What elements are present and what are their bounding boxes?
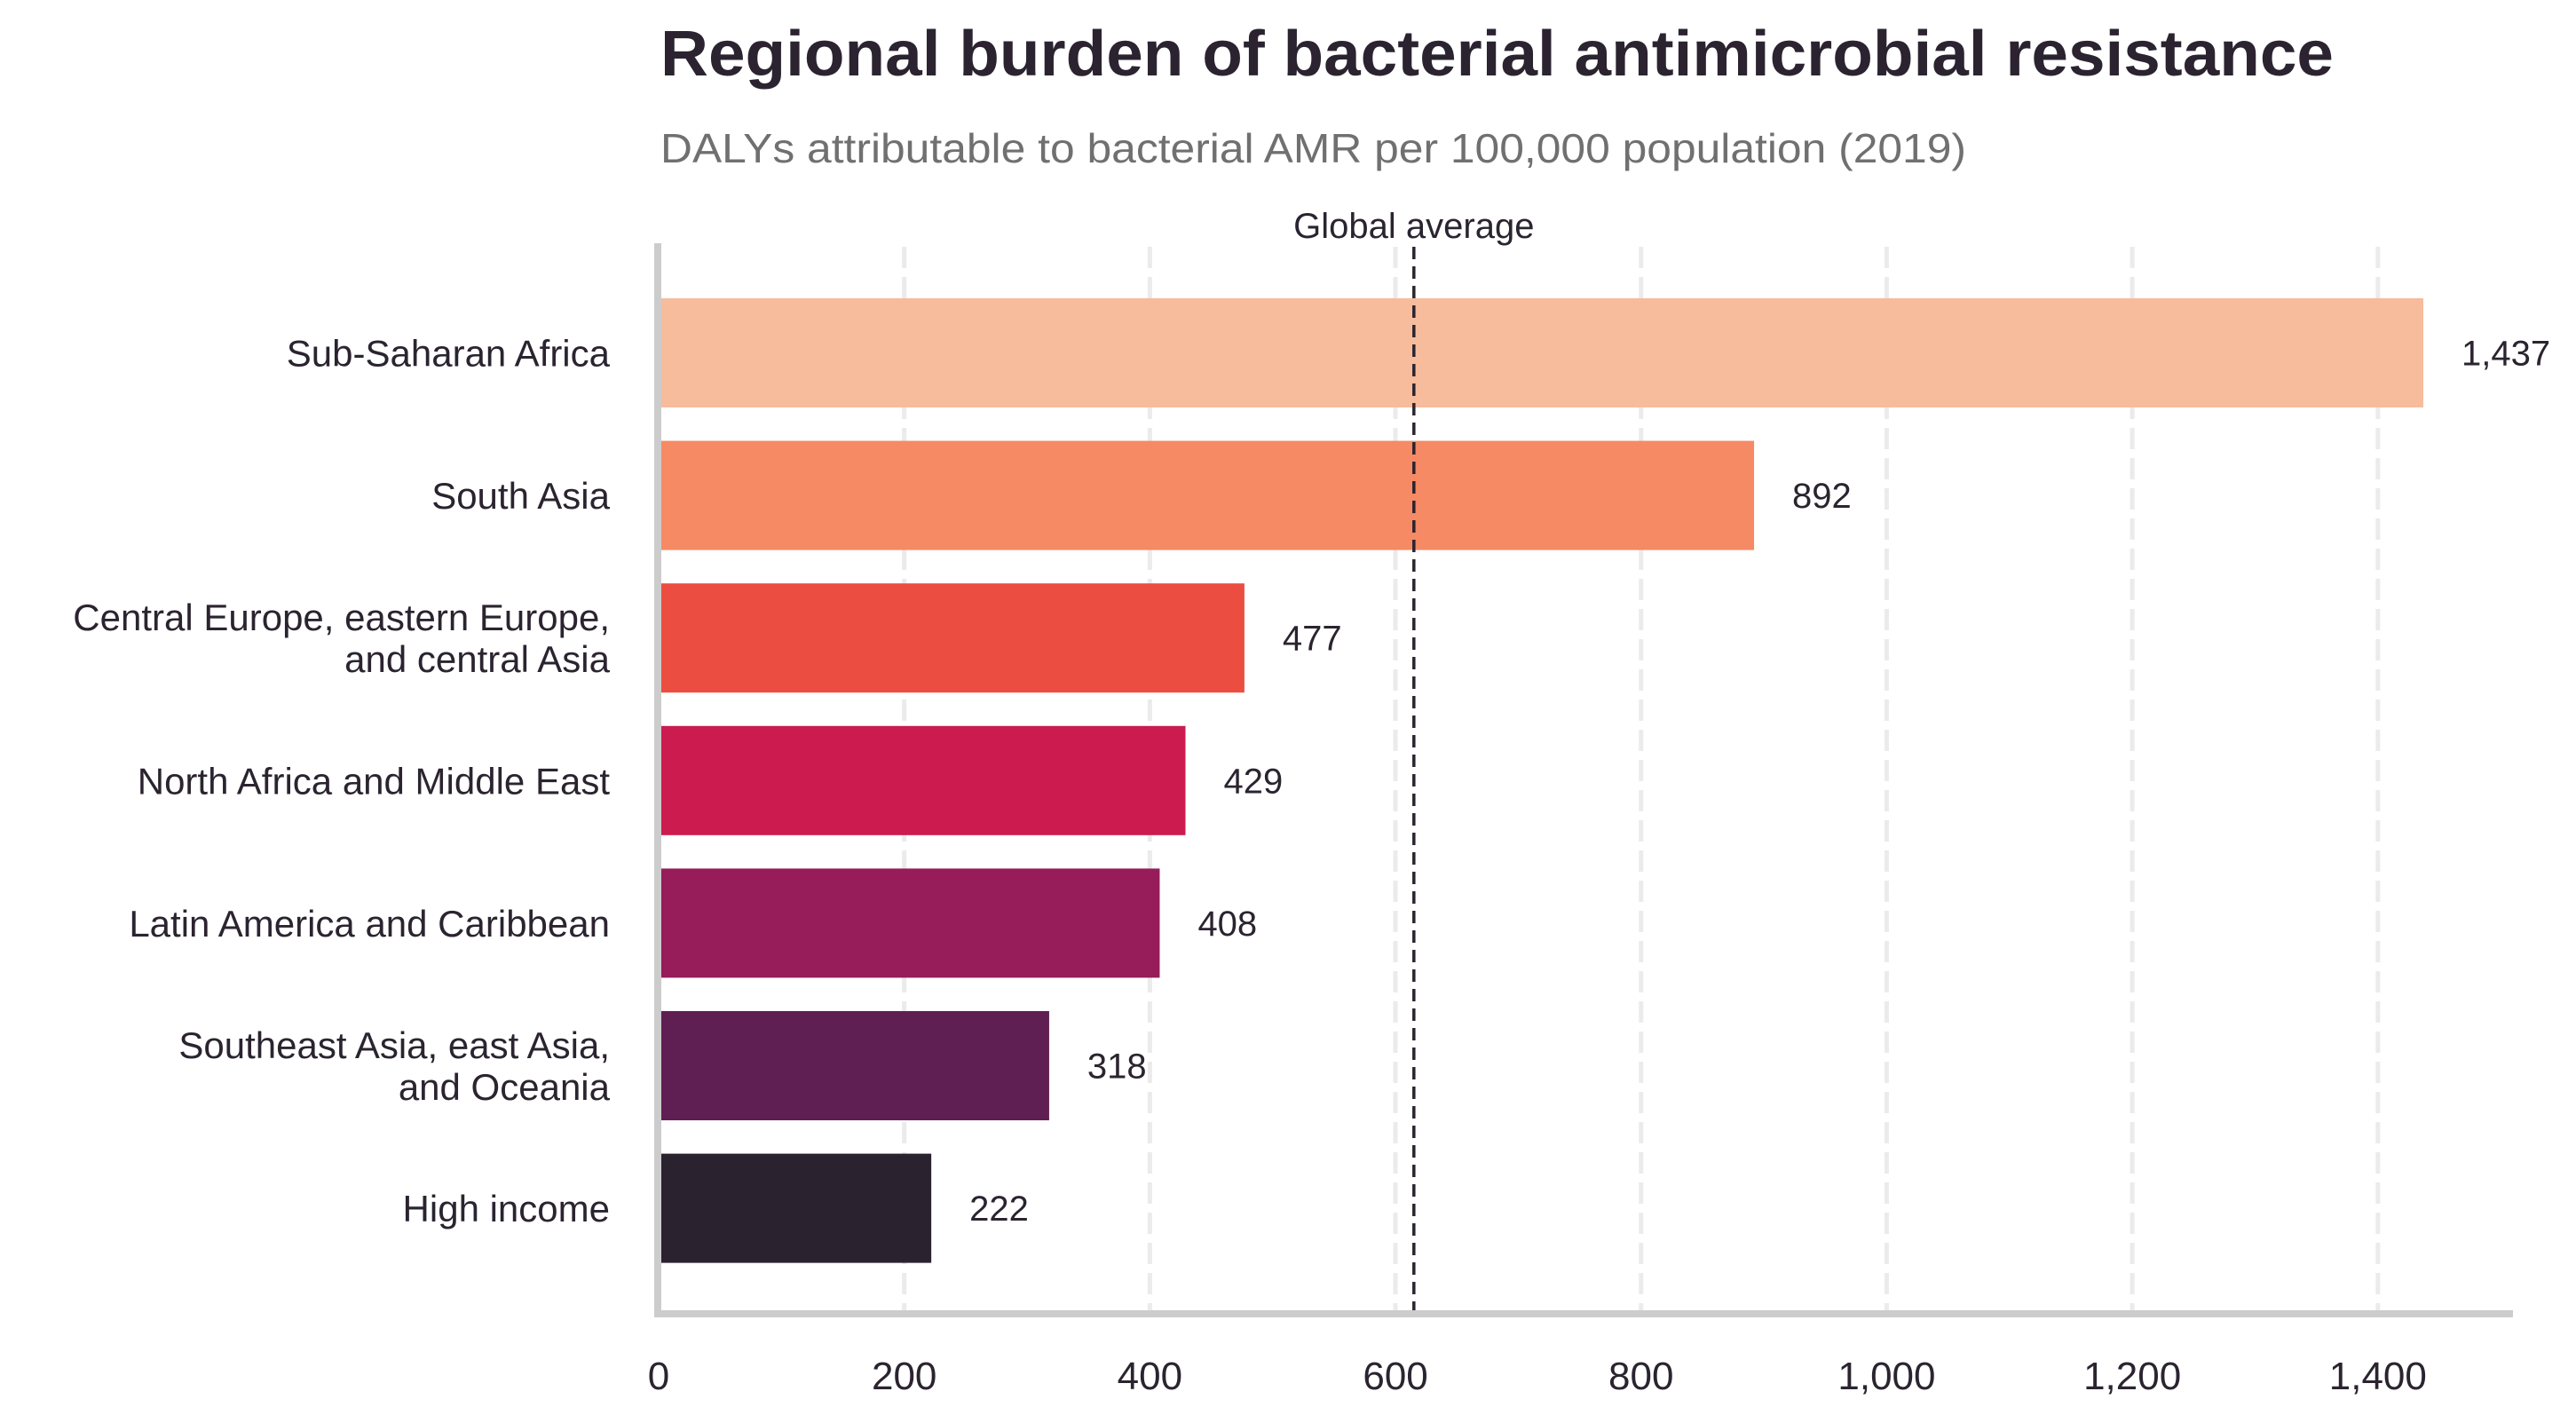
- global-average-label: Global average: [1293, 207, 1534, 246]
- value-label: 1,437: [2461, 335, 2550, 374]
- y-category-label: High income: [403, 1188, 610, 1229]
- x-tick-label: 1,200: [2083, 1355, 2181, 1398]
- bar: [661, 1153, 932, 1263]
- bar: [661, 440, 1755, 550]
- chart-subtitle: DALYs attributable to bacterial AMR per …: [660, 125, 1966, 171]
- value-label: 477: [1283, 620, 1342, 659]
- x-tick-label: 1,400: [2329, 1355, 2427, 1398]
- x-tick-labels: 0 200 400 600 800 1,000 1,200 1,400: [648, 1355, 2427, 1398]
- x-tick-label: 800: [1608, 1355, 1673, 1398]
- x-tick-label: 200: [872, 1355, 936, 1398]
- reference-line-group: Global average: [1293, 207, 1534, 1310]
- value-labels: 1,437 892 477 429 408 318 222: [969, 335, 2550, 1229]
- x-tick-label: 400: [1118, 1355, 1182, 1398]
- y-category-label: South Asia: [431, 475, 610, 517]
- axes: [654, 243, 2513, 1317]
- bar: [661, 298, 2424, 407]
- chart-title: Regional burden of bacterial antimicrobi…: [660, 19, 2334, 90]
- x-tick-label: 1,000: [1837, 1355, 1935, 1398]
- y-category-label: Sub-Saharan Africa: [287, 333, 611, 375]
- value-label: 892: [1792, 477, 1852, 516]
- value-label: 408: [1197, 905, 1257, 944]
- value-label: 222: [969, 1190, 1029, 1229]
- bar: [661, 1011, 1049, 1120]
- x-tick-label: 600: [1363, 1355, 1427, 1398]
- bar: [661, 725, 1186, 835]
- bar: [661, 583, 1245, 693]
- y-category-label: and central Asia: [344, 638, 611, 680]
- y-category-labels: Sub-Saharan Africa South Asia Central Euro…: [73, 333, 610, 1230]
- value-label: 318: [1087, 1047, 1147, 1087]
- value-label: 429: [1223, 762, 1283, 801]
- bar: [661, 868, 1160, 978]
- y-category-label: North Africa and Middle East: [138, 760, 611, 802]
- y-category-label: Southeast Asia, east Asia,: [178, 1024, 610, 1066]
- x-tick-label: 0: [648, 1355, 669, 1398]
- y-category-label: Central Europe, eastern Europe,: [73, 597, 610, 638]
- y-category-label: and Oceania: [399, 1066, 611, 1108]
- y-category-label: Latin America and Caribbean: [129, 903, 610, 945]
- bars: [661, 298, 2424, 1263]
